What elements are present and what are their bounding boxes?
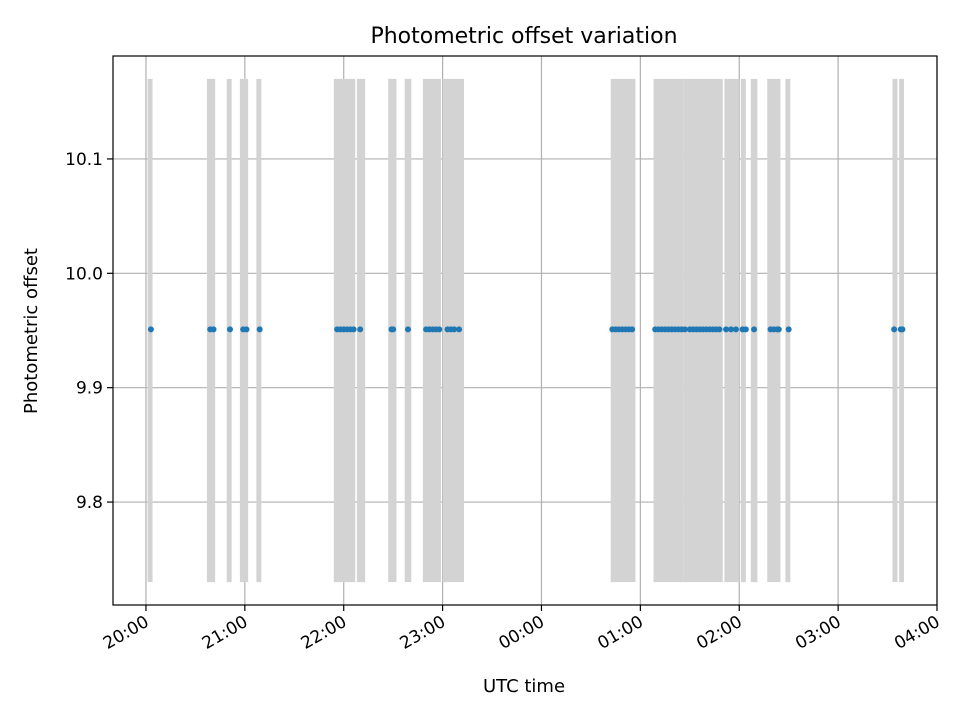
chart-title: Photometric offset variation: [370, 24, 677, 49]
x-tick-label: 03:00: [792, 612, 844, 654]
data-point: [681, 326, 688, 333]
x-tick-label: 22:00: [298, 612, 350, 654]
data-point: [899, 326, 906, 333]
data-point: [785, 326, 792, 333]
x-tick-label: 23:00: [397, 612, 449, 654]
tick-layer: 9.8 9.9 10.0 10.1 20:00 21:00 22:00 23:00 00:00 0…: [65, 150, 943, 654]
data-point: [404, 326, 411, 333]
data-point: [243, 326, 250, 333]
data-point: [390, 326, 397, 333]
grid-layer: [113, 56, 938, 605]
data-point: [350, 326, 357, 333]
data-point: [716, 326, 723, 333]
y-tick-label: 9.9: [76, 379, 103, 399]
plot-frame: [112, 55, 938, 606]
data-point: [210, 326, 217, 333]
data-point: [256, 326, 263, 333]
data-point: [732, 326, 739, 333]
data-point: [147, 326, 154, 333]
data-point: [891, 326, 898, 333]
y-axis-label: Photometric offset: [21, 248, 42, 414]
data-point: [436, 326, 443, 333]
data-point: [751, 326, 758, 333]
x-tick-label: 00:00: [496, 612, 548, 654]
point-layer: [147, 326, 906, 333]
x-axis-label: UTC time: [483, 676, 565, 697]
x-tick-label: 01:00: [594, 612, 646, 654]
data-point: [775, 326, 782, 333]
y-tick-label: 9.8: [76, 493, 103, 513]
y-tick-label: 10.0: [65, 264, 103, 284]
x-tick-label: 20:00: [100, 612, 152, 654]
x-tick-label: 02:00: [693, 612, 745, 654]
data-point: [227, 326, 234, 333]
data-point: [742, 326, 749, 333]
y-tick-label: 10.1: [65, 150, 103, 170]
x-tick-label: 04:00: [891, 612, 943, 654]
data-point: [723, 326, 730, 333]
data-point: [728, 326, 734, 333]
data-point: [629, 326, 636, 333]
data-point: [451, 326, 458, 333]
data-point: [357, 326, 364, 333]
x-tick-label: 21:00: [199, 612, 251, 654]
data-point: [456, 326, 463, 333]
